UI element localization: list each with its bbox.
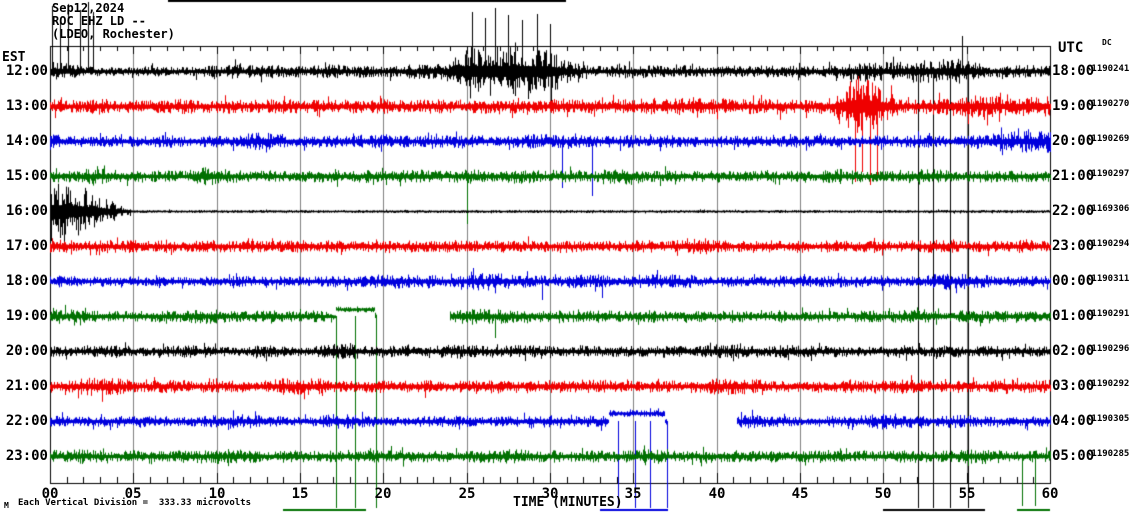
- right-timezone-label: UTC: [1058, 40, 1084, 56]
- utc-hour-label: 00:00: [1052, 273, 1095, 289]
- x-axis-tick-label: 30: [541, 486, 559, 502]
- utc-hour-label: 21:00: [1052, 168, 1095, 184]
- corner-logo-mark: M: [4, 501, 9, 510]
- header-station-location: (LDEO, Rochester): [52, 27, 175, 41]
- est-hour-label: 22:00: [5, 413, 48, 429]
- dc-offset-value: -1190297: [1086, 169, 1130, 179]
- x-axis-tick-label: 60: [1041, 486, 1059, 502]
- dc-offset-value: -1190305: [1086, 414, 1130, 424]
- est-hour-label: 13:00: [5, 98, 48, 114]
- utc-hour-label: 02:00: [1052, 343, 1095, 359]
- x-axis-tick-label: 35: [624, 486, 642, 502]
- x-axis-tick-label: 00: [41, 486, 59, 502]
- x-axis-tick-label: 45: [791, 486, 809, 502]
- x-axis-tick-label: 55: [958, 486, 976, 502]
- dc-offset-value: -1190296: [1086, 344, 1130, 354]
- vertical-division-footnote: Each Vertical Division = 333.33 microvol…: [18, 498, 251, 508]
- x-axis-tick-label: 10: [208, 486, 226, 502]
- est-hour-label: 23:00: [5, 448, 48, 464]
- x-axis-tick-label: 20: [374, 486, 392, 502]
- x-axis-tick-label: 50: [874, 486, 892, 502]
- dc-offset-value: -1190269: [1086, 134, 1130, 144]
- dc-offset-value: -1190270: [1086, 99, 1130, 109]
- est-hour-label: 12:00: [5, 63, 48, 79]
- x-axis-title: TIME (MINUTES): [513, 495, 623, 510]
- left-timezone-label: EST: [2, 50, 26, 65]
- dc-offset-value: -1190294: [1086, 239, 1130, 249]
- utc-hour-label: 01:00: [1052, 308, 1095, 324]
- utc-hour-label: 23:00: [1052, 238, 1095, 254]
- est-hour-label: 14:00: [5, 133, 48, 149]
- dc-offset-value: -1190291: [1086, 309, 1130, 319]
- utc-hour-label: 05:00: [1052, 448, 1095, 464]
- dc-offset-value: -1169306: [1086, 204, 1130, 214]
- est-hour-label: 20:00: [5, 343, 48, 359]
- dc-offset-value: -1190292: [1086, 379, 1130, 389]
- est-hour-label: 19:00: [5, 308, 48, 324]
- header-station-code: ROC EHZ LD --: [52, 14, 146, 28]
- x-axis-tick-label: 05: [124, 486, 142, 502]
- est-hour-label: 15:00: [5, 168, 48, 184]
- utc-hour-label: 19:00: [1052, 98, 1095, 114]
- utc-hour-label: 20:00: [1052, 133, 1095, 149]
- header-date: Sep12,2024: [52, 1, 125, 15]
- dc-offset-value: -1190311: [1086, 274, 1130, 284]
- est-hour-label: 21:00: [5, 378, 48, 394]
- est-hour-label: 17:00: [5, 238, 48, 254]
- utc-hour-label: 22:00: [1052, 203, 1095, 219]
- x-axis-tick-label: 25: [458, 486, 476, 502]
- utc-hour-label: 18:00: [1052, 63, 1095, 79]
- dc-offset-value: -1190285: [1086, 449, 1130, 459]
- dc-offset-value: -1190241: [1086, 64, 1130, 74]
- est-hour-label: 18:00: [5, 273, 48, 289]
- utc-hour-label: 04:00: [1052, 413, 1095, 429]
- x-axis-tick-label: 40: [708, 486, 726, 502]
- est-hour-label: 16:00: [5, 203, 48, 219]
- utc-hour-label: 03:00: [1052, 378, 1095, 394]
- x-axis-tick-label: 15: [291, 486, 309, 502]
- dc-offset-column-label: DC: [1102, 38, 1112, 47]
